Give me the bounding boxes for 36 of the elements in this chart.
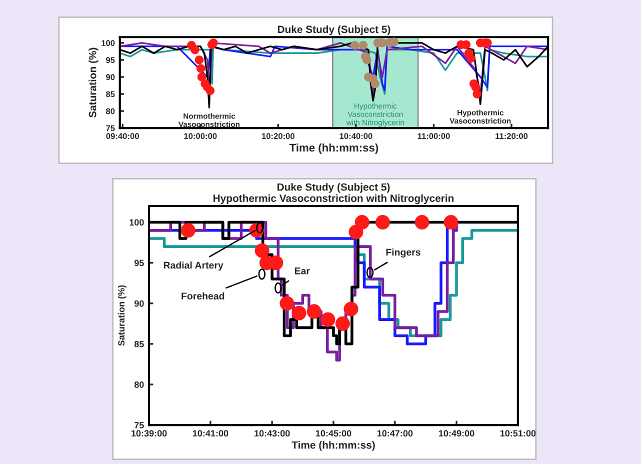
x-tick-label: 09:40:00: [106, 133, 139, 140]
x-tick-label: 10:41:00: [192, 430, 228, 437]
y-tick-label: 75: [106, 125, 115, 132]
chart-title: Duke Study (Subject 5): [277, 183, 390, 193]
annotation: Radial Artery: [164, 262, 224, 271]
y-tick-label: 100: [130, 219, 144, 226]
x-tick-label: 10:39:00: [132, 430, 167, 437]
annotation: Forehead: [182, 292, 224, 300]
x-axis-title: Time (hh:mm:ss): [292, 441, 375, 451]
y-tick-label: 85: [106, 91, 115, 98]
y-tick-label: 80: [134, 381, 144, 388]
y-tick-label: 95: [106, 57, 115, 64]
y-axis-title: Saturation (%): [88, 48, 98, 118]
x-tick-label: 11:20:00: [496, 133, 528, 140]
y-axis-title: Saturation (%): [118, 285, 126, 346]
y-tick-label: 90: [134, 300, 144, 307]
y-tick-label: 95: [134, 260, 144, 266]
x-tick-label: 10:00:00: [184, 133, 217, 140]
x-tick-label: 10:40:00: [340, 133, 372, 140]
x-tick-label: 10:51:00: [500, 430, 536, 437]
y-tick-label: 80: [106, 108, 115, 114]
x-tick-label: 10:43:00: [254, 430, 290, 437]
y-tick-label: 100: [102, 40, 115, 46]
annotation: Ear: [294, 268, 310, 274]
chart-subtitle: Hypothermic Vasoconstriction with Nitroglycerin: [214, 194, 454, 204]
y-tick-label: 90: [106, 74, 115, 80]
x-tick-label: 10:20:00: [262, 133, 294, 140]
annotation: Fingers: [386, 248, 420, 258]
y-tick-label: 85: [134, 340, 144, 348]
x-tick-label: 10:49:00: [439, 430, 474, 437]
x-axis-title: Time (hh:mm:ss): [289, 143, 378, 154]
x-tick-label: 10:47:00: [377, 430, 413, 437]
x-tick-label: 11:00:00: [418, 133, 450, 140]
x-tick-label: 10:45:00: [316, 430, 352, 437]
chart-title: Duke Study (Subject 5): [278, 25, 390, 36]
y-tick-label: 75: [134, 422, 144, 428]
